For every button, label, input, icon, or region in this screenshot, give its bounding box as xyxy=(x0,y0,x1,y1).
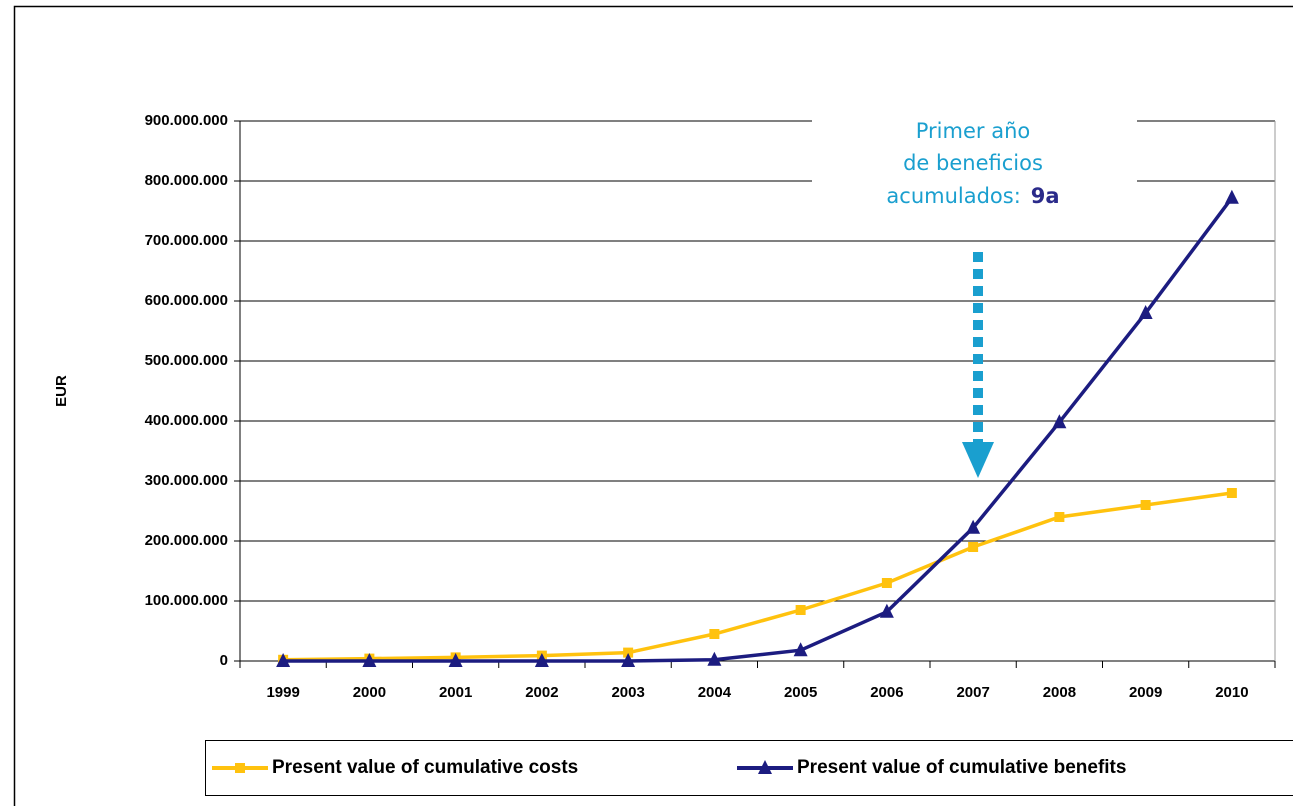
marker xyxy=(879,603,894,618)
y-tick-label: 100.000.000 xyxy=(145,592,228,609)
marker xyxy=(1054,512,1065,522)
y-tick-label: 900.000.000 xyxy=(145,112,228,129)
annotation-line: Primer año xyxy=(916,119,1030,143)
marker xyxy=(235,763,245,773)
marker xyxy=(758,760,772,774)
marker xyxy=(881,578,892,588)
frame xyxy=(13,5,1293,806)
y-tick-label: 800.000.000 xyxy=(145,172,228,189)
marker xyxy=(707,651,722,666)
x-tick-label: 2001 xyxy=(439,684,472,701)
y-tick-label: 400.000.000 xyxy=(145,412,228,429)
marker xyxy=(623,647,634,658)
annotation-line: de beneficios xyxy=(903,151,1043,175)
legend-label: Present value of cumulative costs xyxy=(272,757,578,778)
y-tick-label: 0 xyxy=(220,652,228,669)
annotation-highlight: 9a xyxy=(1031,184,1060,208)
marker xyxy=(276,653,291,667)
annotation-line: acumulados: 9a xyxy=(886,184,1059,208)
marker xyxy=(795,605,806,615)
x-tick-label: 2006 xyxy=(870,684,903,701)
x-tick-label: 2010 xyxy=(1215,684,1248,701)
marker xyxy=(1052,414,1067,429)
series-line xyxy=(283,491,1233,662)
legend-label: Present value of cumulative benefits xyxy=(797,757,1126,778)
y-tick-label: 200.000.000 xyxy=(145,532,228,549)
marker xyxy=(709,629,720,639)
marker xyxy=(1138,305,1153,319)
x-tick-label: 2004 xyxy=(698,684,732,701)
marker xyxy=(793,642,808,657)
x-tick-label: 2003 xyxy=(611,684,644,701)
y-axis-label: EUR xyxy=(53,375,70,407)
x-tick-label: 2009 xyxy=(1129,684,1162,701)
marker xyxy=(448,653,463,667)
y-tick-label: 500.000.000 xyxy=(145,352,228,369)
y-tick-label: 700.000.000 xyxy=(145,232,228,249)
y-tick-label: 600.000.000 xyxy=(145,292,228,309)
marker xyxy=(534,653,549,667)
x-tick-label: 2002 xyxy=(525,684,558,701)
x-tick-label: 2005 xyxy=(784,684,817,701)
y-tick-label: 300.000.000 xyxy=(145,472,228,489)
x-tick-label: 2007 xyxy=(956,684,989,701)
marker xyxy=(966,519,981,534)
marker xyxy=(362,653,377,667)
marker xyxy=(1226,488,1237,498)
marker xyxy=(1224,189,1239,204)
marker xyxy=(621,653,636,667)
x-tick-label: 2008 xyxy=(1043,684,1076,701)
annotation-box xyxy=(812,108,1137,218)
x-tick-label: 2000 xyxy=(353,684,386,701)
x-tick-label: 1999 xyxy=(266,684,299,701)
marker xyxy=(968,542,979,552)
annotation-arrowhead xyxy=(962,442,994,478)
marker xyxy=(1140,500,1151,510)
series-line xyxy=(283,196,1234,663)
annotation-text: acumulados: xyxy=(886,184,1020,208)
